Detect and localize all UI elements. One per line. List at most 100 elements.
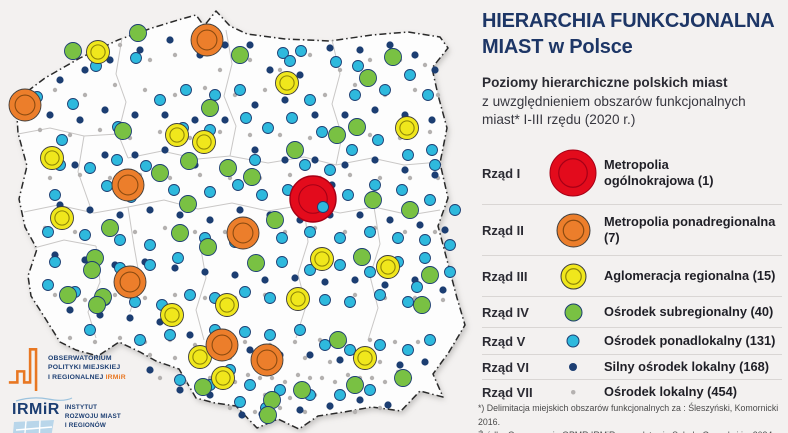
map-marker-t7	[440, 297, 446, 303]
legend-rank-label: Rząd VII	[482, 384, 533, 400]
map-marker-t5	[234, 396, 246, 408]
map-marker-t7	[77, 172, 83, 178]
map-marker-t3	[275, 71, 299, 95]
legend-row-t1: Rząd I Metropolia ogólnokrajowa (1)	[482, 142, 782, 204]
map-marker-t6	[186, 331, 194, 339]
map-marker-t7	[269, 375, 275, 381]
irmir-shape-icon	[13, 420, 54, 433]
map-marker-t5	[256, 189, 268, 201]
map-marker-t6	[321, 278, 329, 286]
opmr-logo: OBSERWATORIUM POLITYKI MIEJSKIEJ I REGIO…	[8, 342, 126, 394]
map-marker-t5	[419, 252, 431, 264]
map-marker-t7	[157, 129, 163, 135]
map-marker-t4	[194, 378, 212, 396]
map-marker-t5	[344, 296, 356, 308]
legend-divider	[482, 204, 782, 206]
legend-row-t4: Rząd IV Ośrodek subregionalny (40)	[482, 297, 782, 327]
map-marker-t4	[129, 24, 147, 42]
irmir-logo: IRMiR INSTYTUT ROZWOJU MIAST I REGIONÓW	[12, 396, 121, 433]
map-marker-t4	[199, 238, 217, 256]
map-marker-t4	[384, 48, 402, 66]
map-marker-t5	[429, 159, 441, 171]
map-marker-t7	[37, 127, 43, 133]
map-marker-t6	[251, 101, 259, 109]
map-marker-t6	[266, 66, 274, 74]
map-marker-t7	[217, 67, 223, 73]
map-marker-t7	[302, 355, 308, 361]
map-marker-t7	[245, 372, 251, 378]
map-marker-t7	[82, 92, 88, 98]
map-marker-t7	[252, 409, 258, 415]
map-marker-t5	[372, 134, 384, 146]
map-marker-t5	[342, 189, 354, 201]
map-marker-t7	[112, 82, 118, 88]
map-marker-t4	[247, 254, 265, 272]
map-marker-t5	[334, 232, 346, 244]
map-marker-t5	[364, 384, 376, 396]
map-marker-t6	[161, 146, 169, 154]
map-marker-t6	[56, 76, 64, 84]
map-marker-t5	[392, 232, 404, 244]
opmr-logo-line1: OBSERWATORIUM	[48, 355, 112, 363]
map-marker-t5	[49, 189, 61, 201]
legend-label: Ośrodek ponadlokalny (131)	[604, 333, 776, 349]
map-marker-t7	[247, 57, 253, 63]
map-marker-t4	[364, 191, 382, 209]
map-marker-t7	[377, 405, 383, 411]
map-marker-t5	[294, 324, 306, 336]
map-marker-t6	[396, 361, 404, 369]
map-marker-t7	[327, 359, 333, 365]
legend-rank-label: Rząd II	[482, 222, 524, 238]
legend-rank-label: Rząd IV	[482, 304, 529, 320]
map-marker-t7	[277, 132, 283, 138]
map-marker-t6	[326, 44, 334, 52]
map-marker-t6	[191, 116, 199, 124]
map-marker-t6	[176, 211, 184, 219]
map-marker-t7	[202, 85, 208, 91]
legend-label: Metropolia ogólnokrajowa (1)	[604, 157, 714, 189]
map-marker-t4	[83, 261, 101, 279]
irmir-logo-line1: INSTYTUT	[64, 404, 98, 411]
map-marker-t6	[166, 36, 174, 44]
map-marker-t5	[330, 56, 342, 68]
map-marker-t7	[307, 135, 313, 141]
t7-swatch-icon	[542, 388, 604, 397]
map-marker-t5	[352, 60, 364, 72]
map-marker-t5	[239, 326, 251, 338]
map-marker-t7	[352, 409, 358, 415]
map-marker-t2	[190, 23, 224, 57]
map-marker-t4	[328, 126, 346, 144]
legend-rank-label: Rząd VI	[482, 359, 529, 375]
map-marker-t7	[302, 409, 308, 415]
map-marker-t6	[146, 366, 154, 374]
map-marker-t6	[66, 306, 74, 314]
map-marker-t4	[263, 391, 281, 409]
map-marker-t3	[211, 366, 235, 390]
map-marker-t6	[76, 116, 84, 124]
map-marker-t5	[334, 259, 346, 271]
map-marker-t4	[59, 286, 77, 304]
map-marker-t7	[97, 127, 103, 133]
map-marker-t7	[427, 129, 433, 135]
map-marker-t4	[286, 141, 304, 159]
map-marker-t5	[402, 149, 414, 161]
map-marker-t4	[101, 219, 119, 237]
subtitle-bold: Poziomy hierarchiczne polskich miast	[482, 74, 728, 90]
map-marker-t5	[404, 69, 416, 81]
map-marker-t6	[306, 351, 314, 359]
poland-map	[8, 10, 466, 430]
map-marker-t5	[42, 226, 54, 238]
map-marker-t7	[392, 339, 398, 345]
legend-row-t2: Rząd II Metropolia ponadregionalna (7)	[482, 205, 782, 255]
legend-row-t5: Rząd V Ośrodek ponadlokalny (131)	[482, 328, 782, 354]
map-marker-t7	[67, 335, 73, 341]
map-marker-t6	[161, 111, 169, 119]
map-marker-t6	[238, 411, 246, 419]
map-marker-t3	[395, 116, 419, 140]
map-marker-t6	[431, 66, 439, 74]
map-marker-t5	[180, 84, 192, 96]
map-marker-t6	[136, 46, 144, 54]
map-marker-t7	[207, 375, 213, 381]
map-marker-t6	[326, 402, 334, 410]
map-marker-t7	[292, 339, 298, 345]
